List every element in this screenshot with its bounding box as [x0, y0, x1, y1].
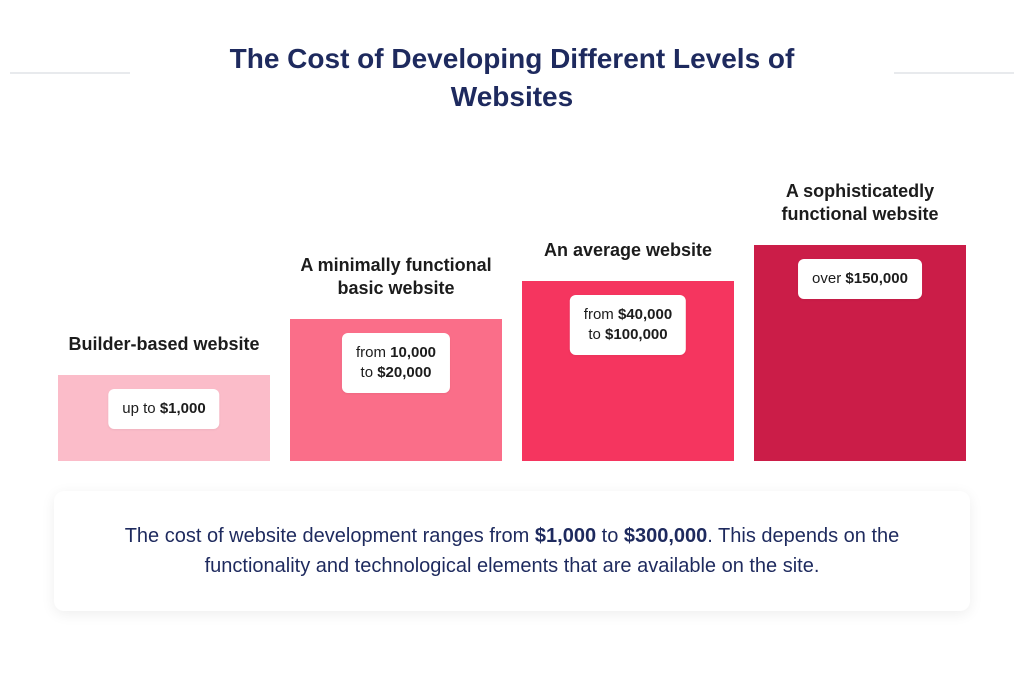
price-value: 10,000 — [390, 344, 436, 361]
infographic-container: The Cost of Developing Different Levels … — [0, 0, 1024, 674]
bar: from 10,000 to $20,000 — [290, 319, 502, 461]
price-prefix: over — [812, 270, 845, 287]
price-value: $1,000 — [160, 400, 206, 417]
price-tag: from $40,000 to $100,000 — [570, 295, 686, 356]
bar-group-2: A minimally functional basic website fro… — [290, 254, 502, 461]
price-prefix-2: to — [588, 326, 605, 343]
price-tag: from 10,000 to $20,000 — [342, 333, 450, 394]
price-value-2: $20,000 — [377, 364, 431, 381]
footer-summary: The cost of website development ranges f… — [54, 491, 970, 611]
bar-label: A sophisticatedly functional website — [754, 180, 966, 227]
footer-bold-2: $300,000 — [624, 525, 707, 547]
bar-group-3: An average website from $40,000 to $100,… — [522, 239, 734, 460]
footer-text-1: The cost of website development ranges f… — [125, 525, 535, 547]
bar: up to $1,000 — [58, 375, 270, 461]
header: The Cost of Developing Different Levels … — [0, 0, 1024, 146]
footer-bold-1: $1,000 — [535, 525, 596, 547]
bar-chart: Builder-based website up to $1,000 A min… — [0, 146, 1024, 461]
footer-text-2: to — [596, 525, 624, 547]
price-value-2: $100,000 — [605, 326, 668, 343]
bar-label: Builder-based website — [64, 333, 263, 356]
price-prefix: up to — [122, 400, 160, 417]
bar-group-4: A sophisticatedly functional website ove… — [754, 180, 966, 461]
page-title: The Cost of Developing Different Levels … — [212, 40, 812, 116]
divider-left — [10, 72, 130, 74]
divider-right — [894, 72, 1014, 74]
bar: from $40,000 to $100,000 — [522, 281, 734, 461]
price-tag: over $150,000 — [798, 259, 922, 299]
price-prefix-2: to — [361, 364, 378, 381]
bar-label: An average website — [540, 239, 716, 262]
bar-group-1: Builder-based website up to $1,000 — [58, 333, 270, 460]
price-value: $150,000 — [845, 270, 908, 287]
bar: over $150,000 — [754, 245, 966, 461]
price-prefix: from — [356, 344, 390, 361]
price-value: $40,000 — [618, 306, 672, 323]
bar-label: A minimally functional basic website — [290, 254, 502, 301]
price-tag: up to $1,000 — [108, 389, 219, 429]
price-prefix: from — [584, 306, 618, 323]
